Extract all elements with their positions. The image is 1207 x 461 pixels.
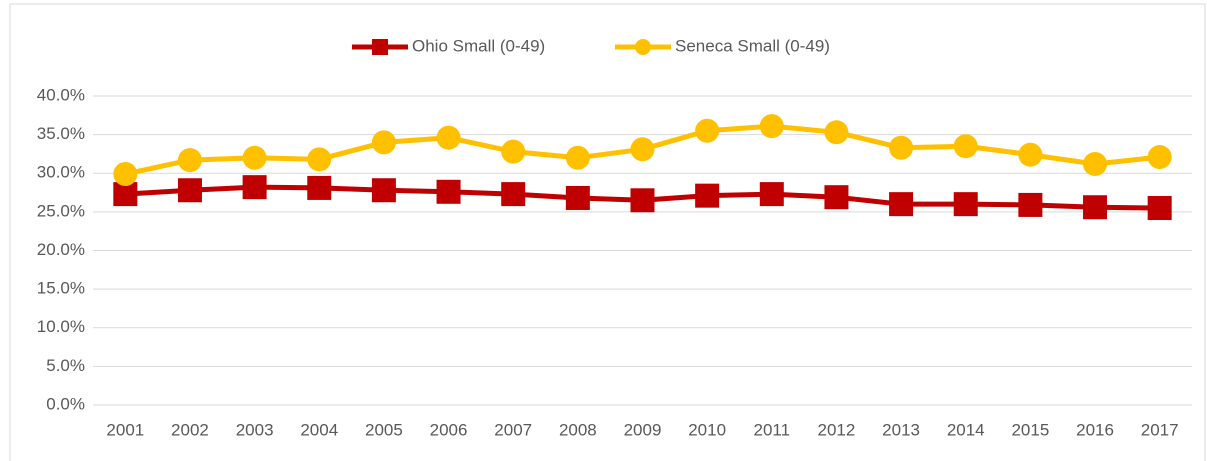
legend-marker [372,39,388,55]
marker [695,118,720,143]
marker [889,192,914,217]
x-tick-label: 2013 [882,420,920,439]
marker [242,145,267,170]
x-tick-label: 2009 [624,420,662,439]
marker [242,175,267,200]
marker [953,134,978,159]
marker [113,182,138,207]
y-tick-label: 25.0% [37,201,85,220]
marker [177,148,202,173]
marker [630,188,655,213]
x-tick-label: 2010 [688,420,726,439]
marker [630,137,655,162]
x-tick-label: 2007 [494,420,532,439]
marker [501,182,526,207]
x-tick-label: 2002 [171,420,209,439]
marker [824,185,849,210]
marker [1018,192,1043,217]
y-tick-label: 0.0% [46,394,85,413]
marker [307,147,332,172]
legend-label: Ohio Small (0-49) [412,36,545,55]
marker [307,175,332,200]
x-tick-label: 2005 [365,420,403,439]
marker [1083,195,1108,220]
chart-frame [9,3,1206,461]
marker [177,178,202,203]
x-tick-label: 2008 [559,420,597,439]
x-tick-label: 2004 [300,420,338,439]
x-tick-label: 2017 [1141,420,1179,439]
y-tick-label: 30.0% [37,163,85,182]
marker [759,182,784,207]
marker [889,135,914,160]
marker [436,179,461,204]
legend-label: Seneca Small (0-49) [675,36,830,55]
x-tick-label: 2001 [106,420,144,439]
legend-marker [635,39,651,55]
x-tick-label: 2012 [818,420,856,439]
marker [759,114,784,139]
y-tick-label: 15.0% [37,279,85,298]
y-tick-label: 40.0% [37,85,85,104]
y-tick-label: 35.0% [37,124,85,143]
marker [113,162,138,187]
marker [565,145,590,170]
marker [1147,196,1172,221]
marker [953,192,978,217]
marker [1147,145,1172,170]
x-tick-label: 2006 [430,420,468,439]
x-tick-label: 2014 [947,420,985,439]
y-tick-label: 10.0% [37,317,85,336]
x-tick-label: 2015 [1011,420,1049,439]
marker [371,130,396,155]
y-tick-label: 5.0% [46,356,85,375]
x-tick-label: 2003 [236,420,274,439]
marker [695,183,720,208]
y-tick-label: 20.0% [37,240,85,259]
marker [501,139,526,164]
x-tick-label: 2016 [1076,420,1114,439]
marker [1083,151,1108,176]
marker [1018,142,1043,167]
marker [436,125,461,150]
marker [371,178,396,203]
x-tick-label: 2011 [754,420,791,439]
marker [565,185,590,210]
marker [824,120,849,145]
